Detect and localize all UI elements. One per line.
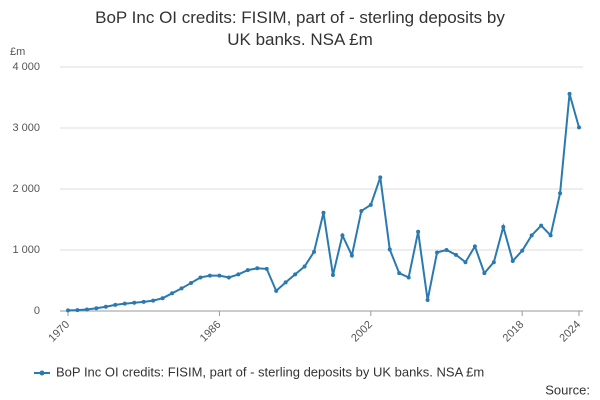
point: [207, 273, 212, 278]
x-tick-label: 2018: [501, 319, 527, 345]
point: [529, 233, 534, 238]
x-tick-label: 1970: [46, 319, 72, 345]
point: [349, 253, 354, 258]
point: [274, 288, 279, 293]
point: [293, 272, 298, 277]
y-tick-label: 3 000: [12, 122, 40, 134]
point: [491, 260, 496, 265]
point: [520, 248, 525, 253]
point: [113, 302, 118, 307]
x-tick-label: 1986: [198, 319, 224, 345]
point: [387, 247, 392, 252]
point: [189, 280, 194, 285]
point: [236, 272, 241, 277]
point: [122, 301, 127, 306]
point: [226, 275, 231, 280]
point: [548, 233, 553, 238]
point: [359, 208, 364, 213]
y-tick-label: 1 000: [12, 244, 40, 256]
point: [245, 268, 250, 273]
point: [198, 275, 203, 280]
point: [330, 273, 335, 278]
point: [577, 125, 581, 130]
point: [312, 249, 317, 254]
point: [416, 229, 421, 234]
x-tick-label: 2024: [557, 319, 583, 345]
point: [435, 250, 440, 255]
point: [151, 298, 156, 303]
point: [558, 191, 563, 196]
point: [302, 264, 307, 269]
point: [255, 266, 260, 271]
point: [482, 271, 487, 276]
chart-title: BoP Inc OI credits: FISIM, part of - ste…: [95, 8, 505, 49]
point: [472, 244, 477, 249]
line: [67, 93, 580, 312]
point: [539, 223, 544, 228]
point: [141, 299, 146, 304]
point: [463, 260, 468, 265]
y-axis-label: £m: [10, 46, 25, 58]
point: [321, 210, 326, 215]
y-tick-label: 2 000: [12, 183, 40, 195]
point: [425, 298, 430, 303]
point: [160, 296, 165, 301]
point: [217, 273, 222, 278]
point: [567, 91, 572, 96]
point: [170, 291, 175, 296]
x-tick-label: 2002: [349, 319, 375, 345]
point: [510, 258, 515, 263]
point: [406, 275, 411, 280]
y-tick-label: 4 000: [12, 61, 40, 73]
point: [283, 280, 288, 285]
point: [501, 224, 506, 229]
point: [94, 306, 99, 311]
legend-label: BoP Inc OI credits: FISIM, part of - ste…: [56, 364, 484, 379]
point: [378, 175, 383, 180]
point: [444, 248, 449, 252]
point: [103, 304, 108, 309]
point: [453, 252, 458, 257]
point: [368, 202, 373, 207]
point: [179, 286, 184, 291]
legend-swatch-point: [39, 370, 45, 376]
point: [340, 233, 345, 238]
y-tick-label: 0: [34, 305, 40, 317]
point: [397, 271, 402, 276]
source: Source:: [545, 382, 590, 397]
point: [66, 308, 70, 313]
point: [84, 307, 89, 312]
point: [264, 266, 269, 271]
point: [132, 300, 137, 305]
point: [75, 308, 80, 313]
